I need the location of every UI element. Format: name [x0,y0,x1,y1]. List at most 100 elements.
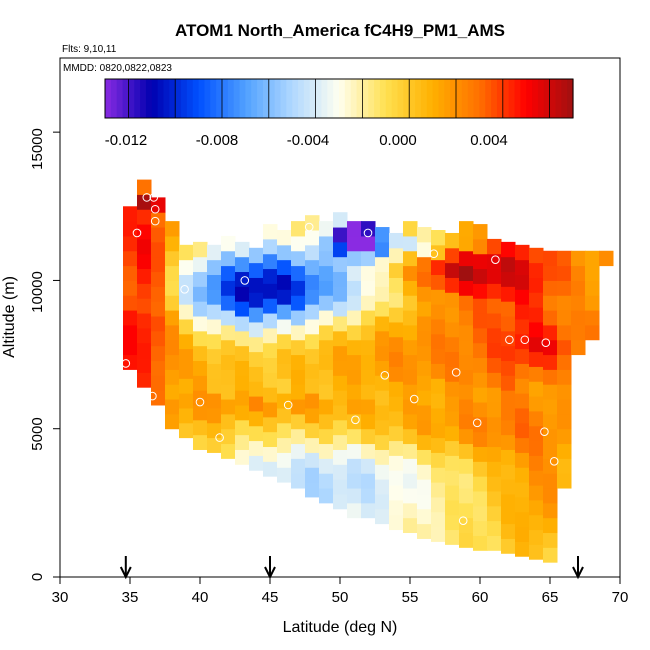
heatmap-cell [459,369,474,385]
heatmap-cell [165,339,180,356]
heatmap-cell [319,384,334,400]
heatmap-cell [473,253,488,270]
heatmap-cell [165,399,180,415]
colorbar-segment [292,79,299,118]
heatmap-cell [305,363,320,379]
heatmap-cell [235,360,250,376]
heatmap-cell [207,407,222,424]
heatmap-cell [137,372,152,388]
heatmap-cell [263,327,278,344]
dates-label: MMDD: 0820,0822,0823 [63,63,172,74]
heatmap-cell [403,369,418,385]
heatmap-cell [151,301,166,317]
heatmap-cell [179,318,194,335]
heatmap-cell [361,354,376,370]
colorbar-segment [350,79,358,118]
heatmap-cell [375,301,390,317]
heatmap-cell [487,253,502,270]
heatmap-cell [193,434,208,450]
heatmap-cell [361,265,376,281]
heatmap-cell [291,428,306,445]
heatmap-cell [417,301,432,317]
flight-track-point [215,433,224,442]
heatmap-cell [193,345,208,362]
heatmap-cell [347,265,362,281]
colorbar-segment [105,79,112,118]
flight-track-point [505,335,514,345]
heatmap-cell [501,493,516,510]
flight-track-point [304,222,314,232]
heatmap-cell [249,307,264,323]
heatmap-cell [235,419,250,436]
heatmap-cell [263,253,278,270]
heatmap-cell [459,502,474,519]
heatmap-cell [151,345,166,362]
heatmap-cell [333,345,348,362]
heatmap-cell [193,301,208,317]
heatmap-cell [165,324,180,341]
heatmap-cell [557,265,572,281]
heatmap-cell [403,324,418,341]
colorbar-segment [450,79,457,118]
colorbar-segment [280,79,287,118]
heatmap-cell [417,345,432,362]
heatmap-cell [263,357,278,373]
heatmap-cell [459,532,474,548]
heatmap-cell [235,330,250,347]
heatmap-cell [375,508,390,525]
heatmap-cell [487,416,502,433]
heatmap-cell [375,464,390,480]
heatmap-cell [487,268,502,284]
heatmap-cell [137,179,152,195]
heatmap-cell [277,259,292,275]
heatmap-cell [389,425,404,442]
heatmap-cell [529,307,544,323]
heatmap-cell [543,458,558,474]
heatmap-cell [459,354,474,370]
heatmap-cell [459,384,474,400]
heatmap-cell [501,523,516,539]
heatmap-cell [291,295,306,311]
heatmap-cell [179,304,194,320]
flight-track-point [132,228,142,238]
flights-label: Flts: 9,10,11 [62,44,117,55]
y-axis-label: Altitude (m) [1,276,18,358]
heatmap-cell [473,387,488,403]
heatmap-cell [291,339,306,356]
heatmap-cell [431,437,446,453]
heatmap-cell [361,250,376,267]
heatmap-cell [389,247,404,264]
heatmap-cell [431,244,446,261]
heatmap-cell [165,354,180,370]
heatmap-cell [487,387,502,403]
heatmap-cell [529,336,544,353]
heatmap-cell [249,366,264,382]
colorbar-segment [110,79,118,118]
heatmap-cell [501,508,516,525]
heatmap-cell [459,324,474,341]
heatmap-cell [319,399,334,415]
heatmap-cell [305,244,320,261]
heatmap-cell [333,479,348,495]
heatmap-cell [515,378,530,394]
heatmap-cell [417,523,432,539]
heatmap-cell [389,514,404,531]
heatmap-cell [543,369,558,385]
heatmap-cell [319,324,334,341]
heatmap-cell [263,387,278,403]
heatmap-cell [221,250,236,267]
heatmap-cell [417,271,432,287]
heatmap-cell [347,310,362,326]
heatmap-cell [431,482,446,498]
heatmap-cell [431,393,446,409]
flight-track-points [121,193,623,525]
heatmap-cell [207,244,222,261]
heatmap-cell [277,393,292,409]
colorbar-segment [169,79,176,118]
colorbar-segment [157,79,165,118]
heatmap-cell [487,476,502,492]
colorbar-segment [555,79,562,118]
heatmap-cell [585,295,600,311]
heatmap-cell [263,298,278,314]
